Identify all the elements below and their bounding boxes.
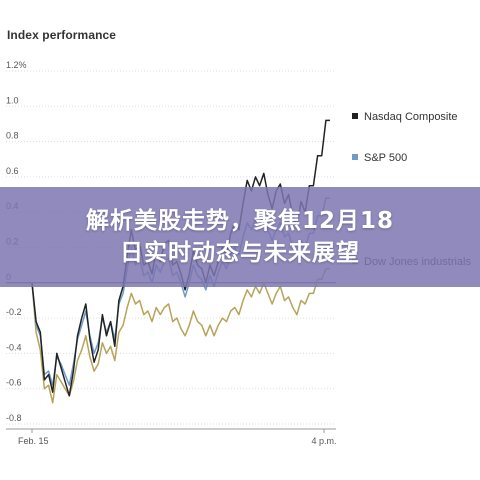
y-tick-label: 0.6 (6, 166, 19, 176)
series-line-dow-jones-industrials (31, 267, 330, 404)
x-tick-label: Feb. 15 (18, 436, 49, 446)
legend-label: Nasdaq Composite (364, 111, 458, 123)
y-tick-label: -0.2 (6, 307, 22, 317)
headline-banner: 解析美股走势，聚焦12月18 日实时动态与未来展望 (0, 187, 480, 287)
chart-title: Index performance (7, 28, 117, 42)
y-tick-label: -0.8 (6, 413, 22, 423)
y-tick-label: -0.6 (6, 378, 22, 388)
headline-line-1: 解析美股走势，聚焦12月18 (85, 208, 394, 234)
legend-swatch (352, 113, 358, 119)
y-tick-label: 1.0 (6, 95, 19, 105)
y-tick-label: 0.8 (6, 131, 19, 141)
headline-line-2: 日实时动态与未来展望 (120, 240, 360, 266)
y-tick-label: -0.4 (6, 342, 22, 352)
x-tick-label: 4 p.m. (311, 436, 336, 446)
legend-swatch (352, 154, 358, 160)
legend-label: S&P 500 (364, 152, 407, 164)
y-tick-label: 1.2% (6, 60, 27, 70)
x-tick-labels: Feb. 15 4 p.m. (18, 429, 337, 446)
